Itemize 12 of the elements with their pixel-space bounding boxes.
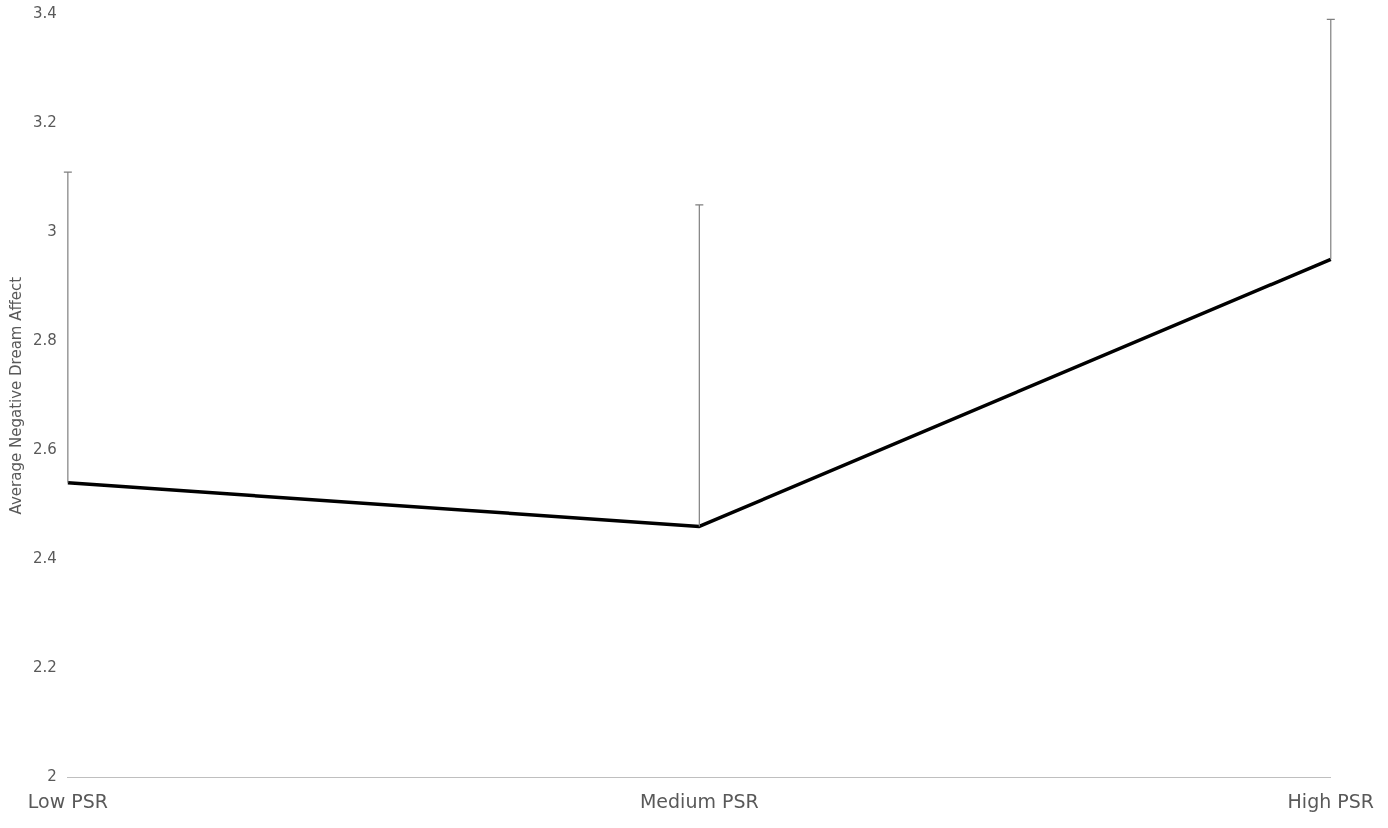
y-tick-label: 2.8 [33,330,57,349]
y-tick-label: 3 [47,221,57,240]
x-tick-label: Medium PSR [639,789,759,812]
y-tick-label: 2 [47,767,57,786]
y-tick-label: 2.4 [33,549,57,568]
y-tick-label: 3.2 [33,112,57,131]
y-axis-title: Average Negative Dream Affect [6,276,25,515]
x-tick-label: High PSR [1287,789,1374,812]
y-tick-label: 3.4 [33,3,57,22]
x-tick-label: Low PSR [27,789,108,812]
y-tick-label: 2.6 [33,440,57,458]
y-tick-label: 2.2 [33,658,57,677]
